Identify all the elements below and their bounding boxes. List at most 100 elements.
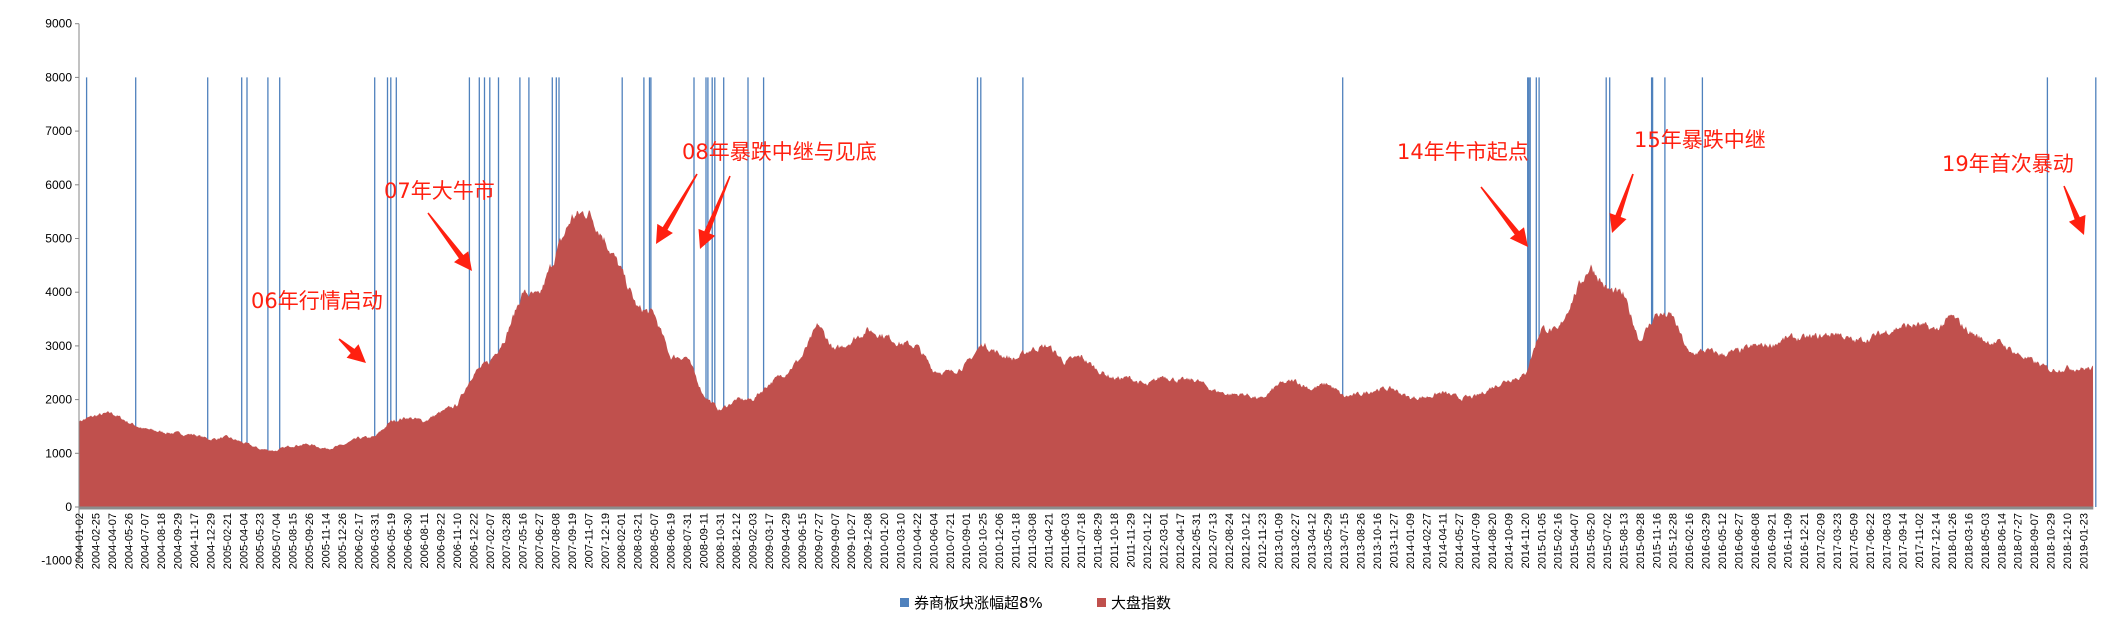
annotation-label: 19年首次暴动 [1942,152,2074,176]
x-tick-label: 2011-11-29 [1126,513,1138,568]
x-tick-label: 2006-12-22 [468,513,480,569]
legend-label-event: 券商板块涨幅超8% [914,594,1043,612]
x-tick-label: 2009-02-03 [748,513,760,569]
x-tick-label: 2014-07-09 [1471,513,1483,569]
x-tick-label: 2004-11-17 [189,513,201,568]
x-tick-label: 2015-08-13 [1618,513,1630,569]
x-tick-label: 2007-02-07 [485,513,497,569]
x-tick-label: 2017-11-02 [1914,513,1926,568]
x-tick-label: 2013-04-12 [1306,513,1318,569]
x-tick-label: 2005-07-04 [271,513,283,569]
x-tick-label: 2010-12-06 [994,513,1006,569]
x-tick-label: 2006-09-22 [435,513,447,569]
x-tick-label: 2014-02-27 [1421,513,1433,569]
annotation-label: 15年暴跌中继 [1634,128,1766,152]
x-tick-label: 2015-02-16 [1553,513,1565,569]
x-tick-label: 2010-10-25 [978,513,990,569]
x-tick-label: 2017-02-09 [1816,513,1828,569]
x-tick-label: 2009-09-07 [830,513,842,569]
x-tick-label: 2012-10-12 [1241,513,1253,569]
annotations: 06年行情启动 07年大牛市 08年暴跌中继与见底 14年牛市起点 15年暴跌中继 19年… [251,128,2086,363]
y-tick-label: 6000 [45,178,72,192]
x-tick-label: 2008-07-31 [682,513,694,569]
x-tick-label: 2008-12-12 [731,513,743,569]
y-tick-label: 7000 [45,124,72,138]
x-tick-label: 2013-07-15 [1339,513,1351,569]
x-tick-label: 2016-08-08 [1750,513,1762,569]
x-tick-label: 2018-12-10 [2062,513,2074,569]
legend: 券商板块涨幅超8% 大盘指数 [900,594,1171,612]
x-tick-label: 2006-08-11 [419,513,431,568]
annotation-label: 06年行情启动 [251,289,383,313]
x-tick-label: 2004-08-18 [156,513,168,569]
x-tick-label: 2012-03-01 [1158,513,1170,569]
x-tick-label: 2008-10-31 [715,513,727,569]
x-tick-label: 2013-10-16 [1372,513,1384,569]
annotation-arrow [656,173,698,244]
x-tick-label: 2011-06-03 [1060,513,1072,568]
x-tick-label: 2015-05-20 [1586,513,1598,569]
x-tick-label: 2013-02-27 [1290,513,1302,569]
x-tick-label: 2016-03-29 [1701,513,1713,569]
x-tick-label: 2004-02-25 [90,513,102,569]
x-tick-label: 2016-02-16 [1684,513,1696,569]
x-tick-label: 2017-08-03 [1881,513,1893,569]
x-tick-label: 2012-07-13 [1208,513,1220,569]
x-tick-label: 2016-11-09 [1783,513,1795,568]
x-tick-label: 2014-10-09 [1503,513,1515,569]
y-axis-ticks: 9000 8000 7000 6000 5000 4000 3000 2000 1000 0 -10… [41,17,79,568]
x-tick-label: 2012-05-31 [1191,513,1203,569]
legend-swatch-event [900,598,909,607]
x-tick-label: 2009-12-08 [863,513,875,569]
x-tick-label: 2011-07-18 [1076,513,1088,568]
x-tick-label: 2009-07-27 [813,513,825,569]
x-tick-label: 2015-07-02 [1602,513,1614,569]
y-tick-label: 2000 [45,393,72,407]
x-tick-label: 2005-12-26 [337,513,349,569]
x-tick-label: 2006-05-19 [386,513,398,569]
x-tick-label: 2008-09-11 [698,513,710,568]
x-tick-label: 2017-09-14 [1898,513,1910,569]
x-tick-label: 2009-10-27 [846,513,858,569]
x-tick-label: 2013-01-09 [1273,513,1285,569]
annotation-arrow [1480,186,1528,247]
x-tick-label: 2008-02-01 [616,513,628,569]
x-axis-ticks: 2004-01-02 2004-02-25 2004-04-07 2004-05-26… [74,513,2090,569]
x-tick-label: 2013-05-29 [1323,513,1335,569]
x-tick-label: 2009-03-17 [764,513,776,569]
x-tick-label: 2006-06-30 [403,513,415,569]
x-tick-label: 2018-09-07 [2029,513,2041,569]
y-tick-label: 3000 [45,339,72,353]
x-tick-label: 2016-09-21 [1766,513,1778,569]
annotation-label: 08年暴跌中继与见底 [682,140,877,164]
x-tick-label: 2014-05-27 [1454,513,1466,569]
x-tick-label: 2018-03-16 [1963,513,1975,569]
x-tick-label: 2010-09-01 [961,513,973,569]
x-tick-label: 2012-08-24 [1224,513,1236,569]
x-tick-label: 2005-09-26 [304,513,316,569]
legend-label-index: 大盘指数 [1111,594,1171,612]
x-tick-label: 2013-11-27 [1388,513,1400,568]
y-tick-label: 9000 [45,17,72,31]
x-tick-label: 2018-01-26 [1947,513,1959,569]
y-tick-label: 8000 [45,70,72,84]
x-tick-label: 2014-04-11 [1438,513,1450,568]
x-tick-label: 2006-03-31 [370,513,382,569]
x-tick-label: 2016-12-21 [1799,513,1811,569]
x-tick-label: 2008-03-21 [633,513,645,569]
x-tick-label: 2009-06-15 [797,513,809,569]
x-tick-label: 2007-06-27 [534,513,546,569]
x-tick-label: 2018-06-14 [1996,513,2008,569]
x-tick-label: 2007-05-16 [518,513,530,569]
x-tick-label: 2007-11-07 [583,513,595,568]
x-tick-label: 2005-05-23 [255,513,267,569]
y-tick-label: 0 [65,500,72,514]
annotation-arrow [2063,185,2086,235]
x-tick-label: 2017-12-14 [1931,513,1943,569]
annotation-arrow [1609,173,1634,233]
x-tick-label: 2004-05-26 [123,513,135,569]
legend-swatch-index [1097,598,1106,607]
x-tick-label: 2008-06-19 [665,513,677,569]
x-tick-label: 2014-01-09 [1405,513,1417,569]
x-tick-label: 2012-11-23 [1257,513,1269,568]
